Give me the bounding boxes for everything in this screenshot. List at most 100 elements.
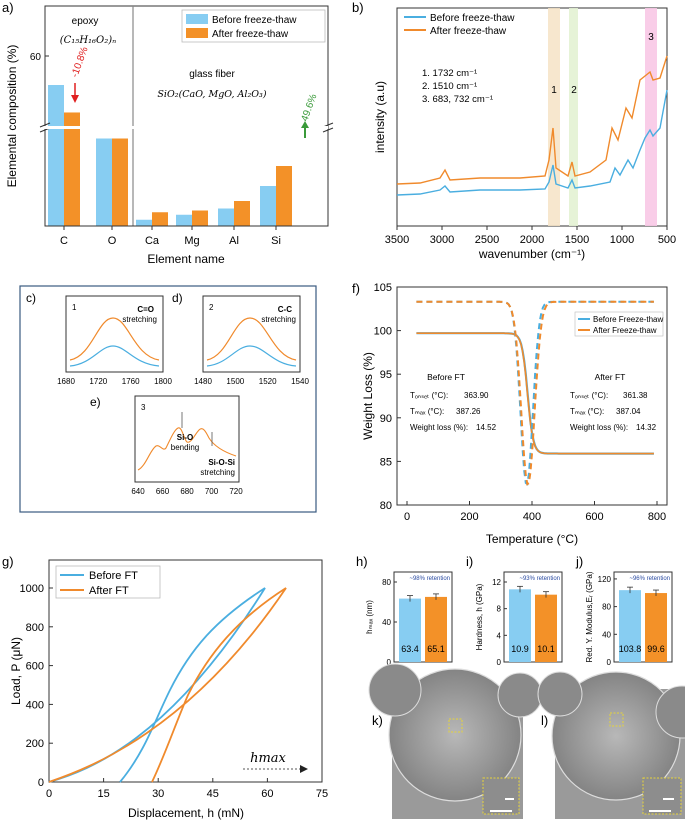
b-legend-after: After freeze-thaw [430, 26, 507, 37]
a-ytick-60: 60 [30, 52, 42, 63]
bar-after-c [64, 112, 80, 226]
ytick-label: 80 [602, 603, 611, 612]
f-after-title: After FT [595, 372, 626, 382]
glass-fiber-formula: SiO₂(CaO, MgO, Al₂O₃) [157, 89, 266, 100]
panel-label: h) [356, 554, 368, 569]
panel-a: a) 60 C O Ca Mg Al Si Element name Elemental … [2, 0, 334, 266]
panel-c-label: c) [26, 291, 36, 305]
b-legend-before: Before freeze-thaw [430, 13, 515, 24]
panel-g-axes: 0 15 30 45 60 75 0 200 400 600 800 1000 [20, 583, 329, 800]
ytick-label: 12 [492, 578, 501, 587]
panel-g-legend: Before FT After FT [55, 565, 161, 599]
ytick-label: 8 [497, 605, 502, 614]
panel-k-label: k) [372, 713, 383, 728]
panel-label: j) [575, 554, 583, 569]
f-after-tmax-label: Tₘₐₓ (°C): [570, 407, 604, 416]
f-before-wl-label: Weight loss (%): [410, 423, 468, 432]
bar-before-si [260, 186, 276, 226]
c-curve-after [69, 317, 160, 361]
tga-after [416, 332, 654, 455]
bar-before-o [96, 138, 112, 226]
panel-i: i) Hardness, h (GPa) 0 4 8 12 10.9 10.1 ~93% ret… [466, 554, 563, 667]
f-xtick-label: 600 [585, 511, 603, 523]
indent-after-curve [48, 587, 287, 783]
a-ylabel: Elemental composition (%) [5, 45, 19, 188]
f-before-tmax-label: Tₘₐₓ (°C): [410, 407, 444, 416]
f-before-tonset: 363.90 [464, 391, 489, 400]
f-ytick-label: 90 [380, 413, 392, 425]
a-xtick-label: C [60, 235, 68, 247]
band-1-highlight [548, 8, 560, 226]
e-label-sio: Si-O [177, 433, 193, 442]
small-xtick-label: 1720 [89, 377, 107, 386]
b-xlabel: wavenumber (cm⁻¹) [478, 247, 585, 261]
small-xtick-label: 720 [229, 487, 243, 496]
a-xtick-label: Mg [184, 235, 199, 247]
small-xtick-label: 660 [156, 487, 170, 496]
band-1-label: 1 [551, 85, 557, 96]
panel-f-label: f) [352, 281, 360, 296]
bar-before-mg [176, 214, 192, 226]
f-ytick-label: 105 [374, 282, 392, 294]
g-ytick-label: 0 [38, 777, 44, 789]
small-xtick-label: 640 [131, 487, 145, 496]
panel-cde: c) 1 C=O stretching 1680 1720 1760 1800 d) … [19, 285, 317, 513]
epoxy-label: epoxy [72, 16, 99, 27]
ytick-label: 120 [598, 575, 612, 584]
panel-b-legend: Before freeze-thaw After freeze-thaw [404, 13, 515, 37]
d-title: C-C [278, 305, 292, 314]
small-xtick-label: 1480 [194, 377, 212, 386]
legend-after: After freeze-thaw [212, 29, 289, 40]
panel-b-xticks: 3500 3000 2500 2000 1500 1000 500 [385, 226, 676, 246]
f-ytick-label: 85 [380, 456, 392, 468]
panel-f-legend: Before Freeze-thaw After Freeze-thaw [574, 311, 663, 337]
panel-l-label: l) [541, 713, 548, 728]
g-xtick-label: 75 [316, 788, 328, 800]
band-list-3: 3. 683, 732 cm⁻¹ [422, 94, 493, 105]
panel-e-label: e) [90, 395, 101, 409]
e-label-siosi: Si-O-Si [208, 458, 235, 467]
g-ytick-label: 800 [26, 622, 44, 634]
ytick-label: 0 [607, 658, 612, 667]
f-after-tonset-label: Tₒₙₛₑₜ (°C): [570, 391, 608, 400]
f-legend-before: Before Freeze-thaw [593, 315, 663, 324]
zoom-box-k [448, 718, 463, 733]
band-2-label: 2 [571, 85, 577, 96]
band-list-2: 2. 1510 cm⁻¹ [422, 81, 477, 92]
f-xtick-label: 800 [648, 511, 666, 523]
ytick-label: 0 [497, 658, 502, 667]
legend-before: Before freeze-thaw [212, 15, 297, 26]
f-before-title: Before FT [427, 372, 465, 382]
panel-f: f) 0 200 400 600 800 80 85 90 95 100 105 Temperatu… [352, 281, 668, 546]
a-xlabel: Element name [147, 252, 225, 266]
bar-after-al [234, 201, 250, 226]
d-subtitle: stretching [261, 315, 296, 324]
panel-e-xticks: 640 660 680 700 720 [131, 487, 243, 496]
legend-swatch-before [186, 14, 208, 24]
bar-value-label: 103.8 [619, 644, 642, 654]
c-change-label: -10.8% [69, 45, 90, 79]
small-xtick-label: 1520 [259, 377, 277, 386]
bar-value-label: 63.4 [401, 644, 419, 654]
indent-before-curve [48, 587, 266, 783]
small-xtick-label: 1760 [122, 377, 140, 386]
f-xlabel: Temperature (°C) [486, 532, 578, 546]
g-xtick-label: 30 [152, 788, 164, 800]
small-xtick-label: 1800 [154, 377, 172, 386]
hmax-arrowhead [300, 765, 308, 773]
b-xtick-label: 2000 [520, 234, 544, 246]
d-curve-before [206, 345, 297, 367]
retention-note: ~98% retention [409, 576, 450, 582]
panel-g: g) 0 15 30 45 60 75 0 200 400 600 800 1000 Displace… [2, 554, 328, 820]
small-xtick-label: 1500 [226, 377, 244, 386]
bar-after-mg [192, 210, 208, 226]
zoom-inset-k [482, 777, 520, 815]
b-xtick-label: 500 [658, 234, 676, 246]
panel-frame [503, 571, 563, 663]
bar-before-ca [136, 219, 152, 226]
g-xtick-label: 60 [261, 788, 273, 800]
b-ylabel: intensity (a.u) [373, 81, 387, 153]
b-xtick-label: 3500 [385, 234, 409, 246]
